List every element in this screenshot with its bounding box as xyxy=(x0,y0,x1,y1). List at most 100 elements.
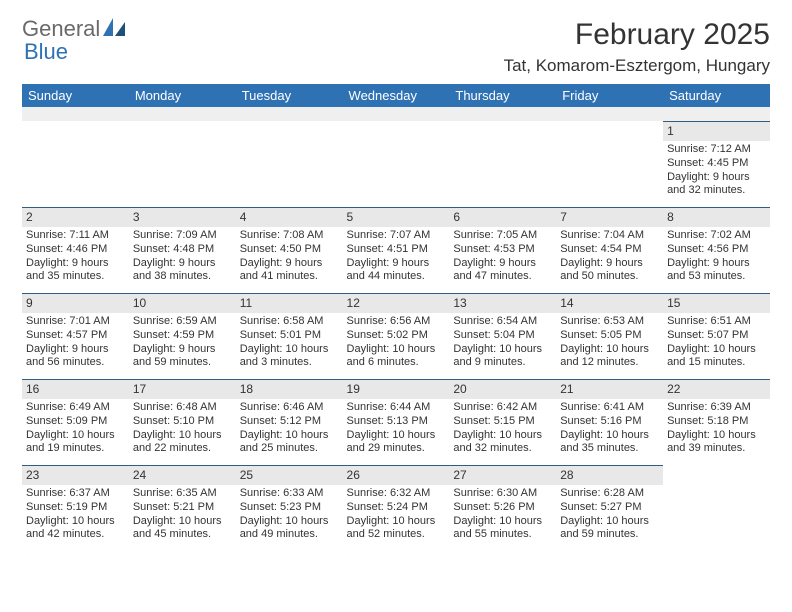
sunrise-text: Sunrise: 7:08 AM xyxy=(240,229,339,243)
weekday-header: Wednesday xyxy=(343,84,450,107)
daylight-text: and 59 minutes. xyxy=(560,528,659,542)
calendar-day-cell: 26Sunrise: 6:32 AMSunset: 5:24 PMDayligh… xyxy=(343,465,450,551)
sunset-text: Sunset: 5:07 PM xyxy=(667,329,766,343)
daylight-text: and 35 minutes. xyxy=(560,442,659,456)
sunset-text: Sunset: 5:21 PM xyxy=(133,501,232,515)
day-number: 27 xyxy=(449,465,556,485)
daylight-text: and 55 minutes. xyxy=(453,528,552,542)
daylight-text: and 49 minutes. xyxy=(240,528,339,542)
day-body: Sunrise: 6:44 AMSunset: 5:13 PMDaylight:… xyxy=(343,399,450,460)
sunrise-text: Sunrise: 6:42 AM xyxy=(453,401,552,415)
weekday-header: Friday xyxy=(556,84,663,107)
daylight-text: and 32 minutes. xyxy=(667,184,766,198)
calendar-day-cell: 16Sunrise: 6:49 AMSunset: 5:09 PMDayligh… xyxy=(22,379,129,465)
sunrise-text: Sunrise: 6:33 AM xyxy=(240,487,339,501)
calendar-day-cell: 2Sunrise: 7:11 AMSunset: 4:46 PMDaylight… xyxy=(22,207,129,293)
daylight-text: Daylight: 10 hours xyxy=(560,515,659,529)
day-number: 4 xyxy=(236,207,343,227)
calendar-day-cell: 27Sunrise: 6:30 AMSunset: 5:26 PMDayligh… xyxy=(449,465,556,551)
day-body: Sunrise: 6:41 AMSunset: 5:16 PMDaylight:… xyxy=(556,399,663,460)
calendar-day-cell: 14Sunrise: 6:53 AMSunset: 5:05 PMDayligh… xyxy=(556,293,663,379)
logo-text-blue: Blue xyxy=(24,41,68,63)
day-body: Sunrise: 6:28 AMSunset: 5:27 PMDaylight:… xyxy=(556,485,663,546)
day-number: 9 xyxy=(22,293,129,313)
daylight-text: Daylight: 9 hours xyxy=(667,257,766,271)
calendar-day-cell xyxy=(343,121,450,207)
daylight-text: and 3 minutes. xyxy=(240,356,339,370)
daylight-text: Daylight: 9 hours xyxy=(133,257,232,271)
daylight-text: and 56 minutes. xyxy=(26,356,125,370)
day-number: 5 xyxy=(343,207,450,227)
day-body: Sunrise: 7:01 AMSunset: 4:57 PMDaylight:… xyxy=(22,313,129,374)
day-number: 11 xyxy=(236,293,343,313)
day-body: Sunrise: 6:51 AMSunset: 5:07 PMDaylight:… xyxy=(663,313,770,374)
daylight-text: Daylight: 9 hours xyxy=(667,171,766,185)
day-body: Sunrise: 6:56 AMSunset: 5:02 PMDaylight:… xyxy=(343,313,450,374)
day-body: Sunrise: 7:04 AMSunset: 4:54 PMDaylight:… xyxy=(556,227,663,288)
daylight-text: Daylight: 10 hours xyxy=(240,515,339,529)
header-spacer-row xyxy=(22,107,770,121)
daylight-text: and 45 minutes. xyxy=(133,528,232,542)
daylight-text: and 59 minutes. xyxy=(133,356,232,370)
weekday-header: Sunday xyxy=(22,84,129,107)
sunset-text: Sunset: 5:23 PM xyxy=(240,501,339,515)
sunset-text: Sunset: 5:09 PM xyxy=(26,415,125,429)
day-body: Sunrise: 6:49 AMSunset: 5:09 PMDaylight:… xyxy=(22,399,129,460)
calendar-day-cell: 23Sunrise: 6:37 AMSunset: 5:19 PMDayligh… xyxy=(22,465,129,551)
day-body: Sunrise: 7:08 AMSunset: 4:50 PMDaylight:… xyxy=(236,227,343,288)
sunset-text: Sunset: 5:27 PM xyxy=(560,501,659,515)
daylight-text: Daylight: 10 hours xyxy=(240,343,339,357)
calendar-day-cell: 17Sunrise: 6:48 AMSunset: 5:10 PMDayligh… xyxy=(129,379,236,465)
day-number: 24 xyxy=(129,465,236,485)
daylight-text: and 25 minutes. xyxy=(240,442,339,456)
sunset-text: Sunset: 4:57 PM xyxy=(26,329,125,343)
day-number: 16 xyxy=(22,379,129,399)
day-body: Sunrise: 6:53 AMSunset: 5:05 PMDaylight:… xyxy=(556,313,663,374)
day-number: 15 xyxy=(663,293,770,313)
day-body: Sunrise: 7:02 AMSunset: 4:56 PMDaylight:… xyxy=(663,227,770,288)
daylight-text: and 53 minutes. xyxy=(667,270,766,284)
sunset-text: Sunset: 5:19 PM xyxy=(26,501,125,515)
sunrise-text: Sunrise: 7:11 AM xyxy=(26,229,125,243)
day-body: Sunrise: 6:32 AMSunset: 5:24 PMDaylight:… xyxy=(343,485,450,546)
daylight-text: and 15 minutes. xyxy=(667,356,766,370)
calendar-day-cell xyxy=(663,465,770,551)
daylight-text: Daylight: 10 hours xyxy=(133,429,232,443)
day-number: 23 xyxy=(22,465,129,485)
day-body: Sunrise: 7:11 AMSunset: 4:46 PMDaylight:… xyxy=(22,227,129,288)
day-number: 17 xyxy=(129,379,236,399)
calendar-day-cell: 4Sunrise: 7:08 AMSunset: 4:50 PMDaylight… xyxy=(236,207,343,293)
sunrise-text: Sunrise: 6:44 AM xyxy=(347,401,446,415)
day-body: Sunrise: 7:05 AMSunset: 4:53 PMDaylight:… xyxy=(449,227,556,288)
calendar-day-cell: 28Sunrise: 6:28 AMSunset: 5:27 PMDayligh… xyxy=(556,465,663,551)
daylight-text: Daylight: 10 hours xyxy=(133,515,232,529)
day-body: Sunrise: 7:09 AMSunset: 4:48 PMDaylight:… xyxy=(129,227,236,288)
calendar-day-cell: 15Sunrise: 6:51 AMSunset: 5:07 PMDayligh… xyxy=(663,293,770,379)
sunset-text: Sunset: 5:04 PM xyxy=(453,329,552,343)
day-body: Sunrise: 7:07 AMSunset: 4:51 PMDaylight:… xyxy=(343,227,450,288)
day-number: 12 xyxy=(343,293,450,313)
day-number: 13 xyxy=(449,293,556,313)
sunrise-text: Sunrise: 6:53 AM xyxy=(560,315,659,329)
calendar-day-cell: 18Sunrise: 6:46 AMSunset: 5:12 PMDayligh… xyxy=(236,379,343,465)
daylight-text: Daylight: 10 hours xyxy=(240,429,339,443)
day-body: Sunrise: 6:39 AMSunset: 5:18 PMDaylight:… xyxy=(663,399,770,460)
day-body: Sunrise: 6:37 AMSunset: 5:19 PMDaylight:… xyxy=(22,485,129,546)
daylight-text: Daylight: 9 hours xyxy=(240,257,339,271)
sunset-text: Sunset: 4:46 PM xyxy=(26,243,125,257)
daylight-text: Daylight: 9 hours xyxy=(26,257,125,271)
sunrise-text: Sunrise: 6:56 AM xyxy=(347,315,446,329)
daylight-text: Daylight: 9 hours xyxy=(347,257,446,271)
location-text: Tat, Komarom-Esztergom, Hungary xyxy=(504,56,770,76)
daylight-text: and 42 minutes. xyxy=(26,528,125,542)
day-body: Sunrise: 6:59 AMSunset: 4:59 PMDaylight:… xyxy=(129,313,236,374)
sunrise-text: Sunrise: 6:41 AM xyxy=(560,401,659,415)
sunset-text: Sunset: 4:56 PM xyxy=(667,243,766,257)
sunset-text: Sunset: 5:24 PM xyxy=(347,501,446,515)
sunrise-text: Sunrise: 7:07 AM xyxy=(347,229,446,243)
day-number: 20 xyxy=(449,379,556,399)
daylight-text: Daylight: 10 hours xyxy=(667,343,766,357)
sunset-text: Sunset: 5:05 PM xyxy=(560,329,659,343)
daylight-text: and 39 minutes. xyxy=(667,442,766,456)
daylight-text: and 22 minutes. xyxy=(133,442,232,456)
